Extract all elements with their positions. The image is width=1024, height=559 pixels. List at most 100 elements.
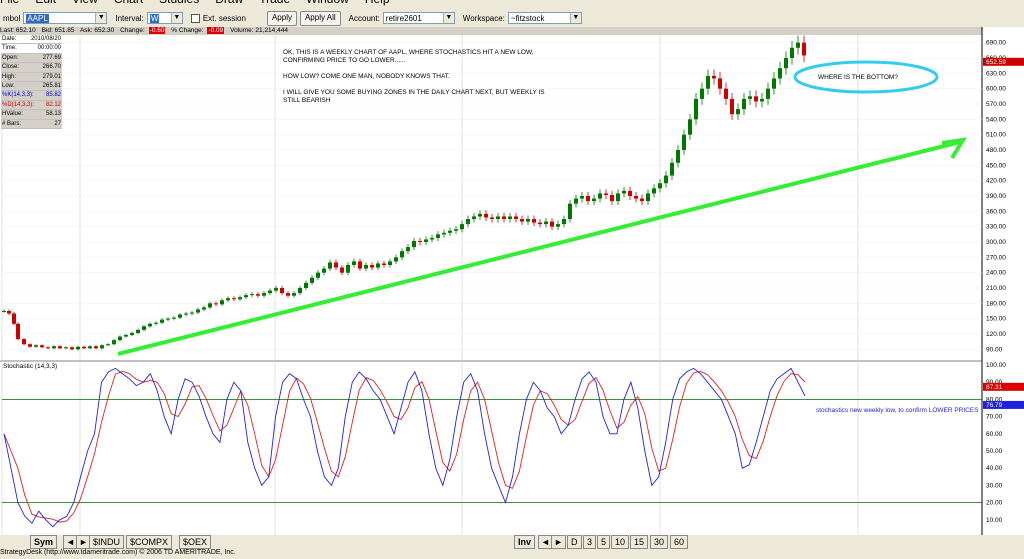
candle-body [316,272,320,278]
menu-item-window[interactable]: Window [306,0,349,5]
menu-item-edit[interactable]: Edit [35,0,56,5]
candle-body [460,224,464,230]
candle-body [190,312,194,314]
ext-session-checkbox[interactable] [190,13,200,23]
candle-body [634,196,638,199]
tab-inv[interactable]: Inv [514,535,536,549]
candle-body [712,75,716,79]
tab-oex[interactable]: $OEX [179,535,212,549]
candle-body [166,318,170,320]
candle-body [574,198,578,204]
tab-5[interactable]: 5 [597,535,611,549]
candle-body [160,319,164,323]
price-tick-label: 390.00 [986,193,1006,200]
chevron-down-icon[interactable]: ▼ [442,13,454,23]
bottom-ellipse [793,60,939,94]
candle-body [148,323,152,327]
candle-body [202,307,206,310]
candle-body [340,267,344,273]
menu-item-help[interactable]: Help [365,0,390,5]
stoch-k-tag-bg [983,382,1024,391]
tab-30[interactable]: 30 [650,535,669,549]
tab-bar: Sym ◄ ► $INDU $COMPX $OEX Inv ◄ ► D 3 5 … [0,535,1024,549]
candle-body [124,335,128,337]
price-tick-label: 120.00 [986,331,1006,338]
volume: Volume: 21,214,444 [230,27,288,34]
tab-15[interactable]: 15 [630,535,649,549]
workspace-combo[interactable]: ~fitzstock ▼ [507,12,582,24]
apply-button[interactable]: Apply [266,10,297,26]
candle-body [88,346,92,349]
left-scroll[interactable] [0,535,28,549]
candle-body [136,329,140,333]
price-tick-label: 330.00 [986,224,1006,231]
interval-combo[interactable]: W ▼ [146,12,183,24]
stoch-tick-label: 70.00 [986,414,1003,421]
candle-body [412,240,416,248]
candle-body [664,175,668,184]
workspace-label: Workspace: [462,13,505,23]
stoch-tick-label: 60.00 [986,431,1003,438]
candle-body [418,240,422,242]
candle-body [442,232,446,235]
chart-area[interactable]: Last: 652.10 Bid: 651.85 Ask: 652.30 Cha… [0,27,1024,547]
menu-item-trade[interactable]: Trade [259,0,290,5]
candle-body [718,78,722,89]
price-tick-label: 270.00 [986,254,1006,261]
candle-body [628,190,632,196]
annotation-line: OK, THIS IS A WEEKLY CHART OF AAPL, WHER… [283,49,534,56]
annotation-line [283,81,545,89]
candle-body [754,96,758,102]
info-row: HValue: 58.13 [1,110,62,120]
apply-all-button[interactable]: Apply All [299,10,341,26]
info-row: %K(14,3,3): 85.82 [1,91,62,101]
chevron-down-icon[interactable]: ▼ [170,13,182,23]
tab-10[interactable]: 10 [611,535,630,549]
candle-body [802,42,806,56]
info-row: # Bars: 27 [1,119,62,130]
tab-indu[interactable]: $INDU [89,535,125,549]
menu-item-file[interactable]: File [0,0,19,5]
menu-item-view[interactable]: View [72,0,98,5]
candle-body [22,339,26,345]
candle-body [196,309,200,313]
candle-body [526,219,530,222]
candle-body [388,261,392,265]
price-tick-label: 360.00 [986,208,1006,215]
stoch-tick-label: 80.00 [986,396,1003,403]
tab-60[interactable]: 60 [670,535,689,549]
candle-body [544,221,548,225]
stochastic-annotation: stochastics new weekly low, to confirm L… [816,407,979,414]
candle-body [310,277,314,283]
candle-body [106,344,110,346]
account-combo[interactable]: retire2601 ▼ [382,12,455,24]
candle-body [286,293,290,296]
menu-item-studies[interactable]: Studies [159,0,199,5]
price-tick-label: 300.00 [986,239,1006,246]
price-chart[interactable]: 690.00660.00630.00600.00570.00540.00510.… [0,27,1024,547]
menu-item-draw[interactable]: Draw [215,0,243,5]
candle-body [370,265,374,268]
tab-sym[interactable]: Sym [30,535,58,549]
tab-compx[interactable]: $COMPX [126,535,173,549]
chevron-down-icon[interactable]: ▼ [569,13,581,23]
candle-body [7,311,11,314]
candle-body [496,216,500,219]
menu-item-chart[interactable]: Chart [114,0,143,5]
candle-body [778,68,782,79]
status-bar: StrategyDesk (http://www.tdameritrade.co… [0,549,236,556]
scroll-right-icon[interactable]: ► [551,535,566,549]
candle-body [346,265,350,273]
chevron-down-icon[interactable]: ▼ [95,13,107,23]
candle-body [556,224,560,227]
candle-body [214,303,218,305]
tab-d[interactable]: D [567,535,582,549]
symbol-combo[interactable]: AAPL ▼ [23,12,108,24]
change-label: Change: [120,27,145,34]
annotation-line: HOW LOW? COME ONE MAN, NOBODY KNOWS THAT… [283,73,450,80]
symbol-value: AAPL [26,14,49,23]
candle-body [154,322,158,324]
tab-3[interactable]: 3 [583,535,597,549]
candle-body [70,347,74,350]
price-tick-label: 240.00 [986,270,1006,277]
